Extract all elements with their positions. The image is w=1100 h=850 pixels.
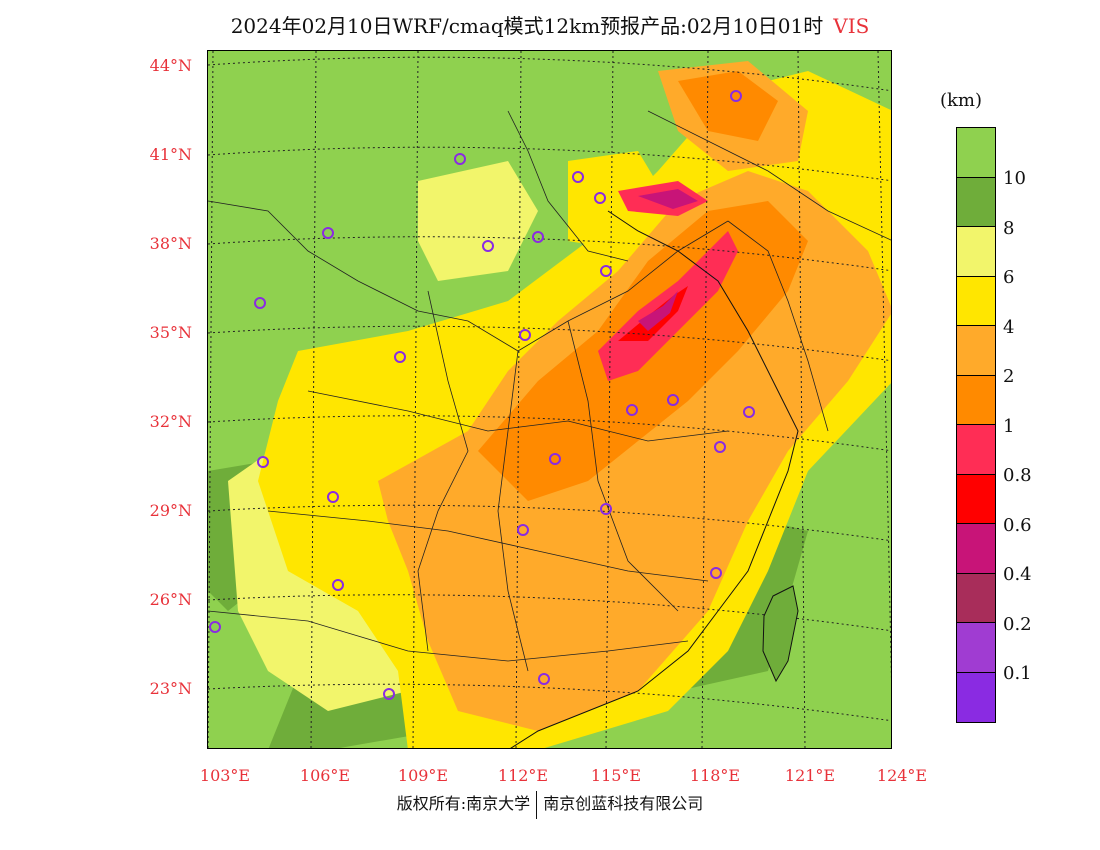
legend-swatch bbox=[957, 227, 995, 277]
city-marker bbox=[532, 231, 544, 243]
lat-label-44: 44°N bbox=[149, 56, 192, 75]
legend-label-0.1: 0.1 bbox=[1003, 663, 1032, 684]
title-main: 2024年02月10日WRF/cmaq模式12km预报产品:02月10日01时 bbox=[230, 14, 824, 38]
legend-swatch bbox=[957, 425, 995, 475]
map-title: 2024年02月10日WRF/cmaq模式12km预报产品:02月10日01时 V… bbox=[0, 10, 1100, 39]
region-vis-1 bbox=[678, 71, 778, 141]
legend-label-10: 10 bbox=[1003, 168, 1026, 189]
lat-label-26: 26°N bbox=[149, 590, 192, 609]
city-marker bbox=[517, 524, 529, 536]
city-markers bbox=[209, 90, 755, 700]
coastline bbox=[510, 210, 799, 748]
lon-label-121: 121°E bbox=[784, 766, 836, 785]
lat-label-32: 32°N bbox=[149, 412, 192, 431]
lon-label-118: 118°E bbox=[689, 766, 741, 785]
city-marker bbox=[332, 579, 344, 591]
lat-label-35: 35°N bbox=[149, 323, 192, 342]
region-vis-0.4 bbox=[638, 291, 678, 331]
footer-left: 版权所有:南京大学 bbox=[396, 794, 531, 813]
region-vis-4 bbox=[568, 151, 668, 251]
legend-swatch bbox=[957, 623, 995, 673]
legend-swatch bbox=[957, 573, 995, 623]
city-marker bbox=[743, 406, 755, 418]
city-marker bbox=[327, 491, 339, 503]
legend-colorbar bbox=[956, 127, 996, 723]
city-marker bbox=[322, 227, 334, 239]
lat-label-38: 38°N bbox=[149, 234, 192, 253]
legend-swatch bbox=[957, 128, 995, 178]
region-vis-0.4 bbox=[638, 189, 698, 209]
lon-label-106: 106°E bbox=[299, 766, 351, 785]
city-marker bbox=[572, 171, 584, 183]
legend-swatch bbox=[957, 375, 995, 425]
city-marker bbox=[626, 404, 638, 416]
lon-label-115: 115°E bbox=[590, 766, 642, 785]
city-marker bbox=[254, 297, 266, 309]
city-marker bbox=[710, 567, 722, 579]
city-marker bbox=[209, 621, 221, 633]
footer-right: 南京创蓝科技有限公司 bbox=[543, 794, 704, 813]
city-marker bbox=[482, 240, 494, 252]
legend-label-0.4: 0.4 bbox=[1003, 564, 1032, 585]
legend-label-0.6: 0.6 bbox=[1003, 515, 1032, 536]
legend-label-2: 2 bbox=[1003, 366, 1015, 387]
lon-label-103: 103°E bbox=[199, 766, 251, 785]
city-marker bbox=[600, 503, 612, 515]
city-marker bbox=[594, 192, 606, 204]
taiwan-island bbox=[762, 585, 799, 683]
province-borders bbox=[208, 110, 891, 672]
legend-label-4: 4 bbox=[1003, 317, 1015, 338]
city-marker bbox=[454, 153, 466, 165]
city-marker bbox=[714, 441, 726, 453]
legend-swatch bbox=[957, 672, 995, 722]
legend-label-0.8: 0.8 bbox=[1003, 465, 1032, 486]
city-marker bbox=[394, 351, 406, 363]
map-canvas bbox=[208, 51, 891, 748]
city-marker bbox=[730, 90, 742, 102]
title-variable: VIS bbox=[833, 14, 870, 38]
city-marker bbox=[519, 329, 531, 341]
legend-label-6: 6 bbox=[1003, 267, 1015, 288]
legend-label-1: 1 bbox=[1003, 416, 1015, 437]
visibility-map bbox=[207, 50, 892, 749]
city-marker bbox=[549, 453, 561, 465]
footer-separator bbox=[536, 790, 538, 819]
legend-unit: (km) bbox=[940, 90, 983, 111]
city-marker bbox=[600, 265, 612, 277]
lon-label-112: 112°E bbox=[497, 766, 549, 785]
city-marker bbox=[257, 456, 269, 468]
lat-label-23: 23°N bbox=[149, 679, 192, 698]
city-marker bbox=[667, 394, 679, 406]
graticule bbox=[208, 51, 891, 748]
legend-swatch bbox=[957, 474, 995, 524]
legend-label-0.2: 0.2 bbox=[1003, 614, 1032, 635]
legend-swatch bbox=[957, 326, 995, 376]
copyright-footer: 版权所有:南京大学 南京创蓝科技有限公司 bbox=[0, 790, 1100, 819]
legend-swatch bbox=[957, 524, 995, 574]
legend-label-8: 8 bbox=[1003, 218, 1015, 239]
lon-label-109: 109°E bbox=[397, 766, 449, 785]
city-marker bbox=[538, 673, 550, 685]
lat-label-29: 29°N bbox=[149, 501, 192, 520]
legend-swatch bbox=[957, 177, 995, 227]
region-vis-6 bbox=[418, 161, 538, 281]
legend-swatch bbox=[957, 276, 995, 326]
city-marker bbox=[383, 688, 395, 700]
lat-label-41: 41°N bbox=[149, 145, 192, 164]
lon-label-124: 124°E bbox=[876, 766, 928, 785]
